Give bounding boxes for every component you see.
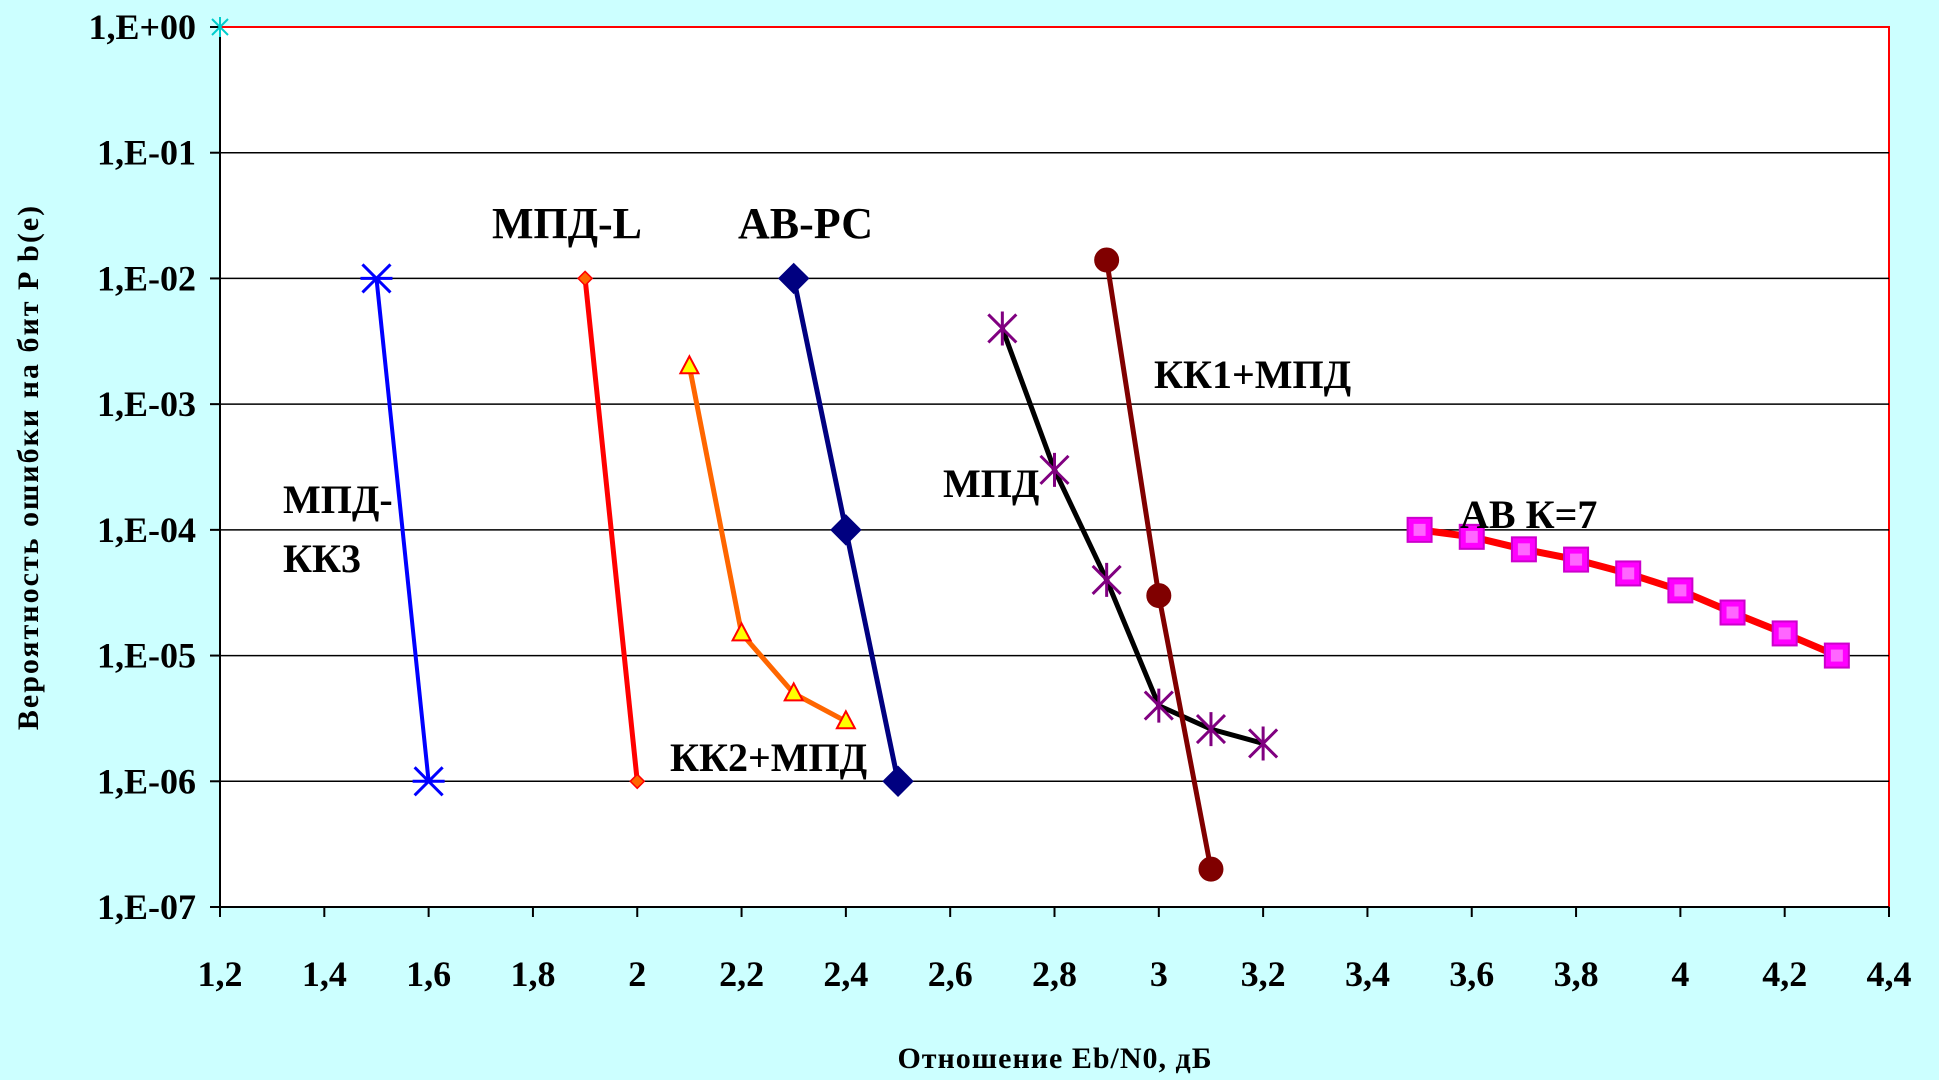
data-point-highlight	[1622, 567, 1635, 580]
data-point	[882, 765, 914, 797]
data-point	[1563, 546, 1590, 573]
y-tick-label: 1,E-03	[97, 384, 196, 424]
data-point-highlight	[1674, 584, 1687, 597]
data-point-highlight	[1570, 553, 1583, 566]
series-layer	[360, 247, 1850, 882]
x-tick-label: 3,4	[1345, 954, 1390, 994]
data-point	[1143, 688, 1174, 723]
series	[1094, 247, 1224, 882]
data-point	[1198, 856, 1224, 882]
x-tick-label: 2,6	[928, 954, 973, 994]
x-tick-label: 3	[1150, 954, 1168, 994]
series-label: МПД	[943, 461, 1039, 506]
data-point	[730, 621, 753, 642]
data-point	[1146, 583, 1172, 609]
series-line	[686, 365, 848, 724]
series-label: КК3	[283, 536, 361, 581]
x-tick-label: 3,8	[1554, 954, 1599, 994]
series	[577, 270, 646, 790]
data-point	[1458, 523, 1485, 550]
data-point	[629, 773, 646, 790]
series-label: МПД-	[283, 477, 393, 522]
series	[360, 263, 445, 797]
series	[987, 311, 1279, 761]
y-axis-title: Вероятность ошибки на бит P b(e)	[12, 204, 45, 730]
data-point	[1094, 247, 1120, 273]
series-label: КК2+МПД	[670, 735, 867, 780]
axes: 1,E+00 1,E-01 1,E-02 1,E-03 1,E-04 1,E-05 1,E-…	[88, 7, 1911, 994]
data-point	[1248, 726, 1279, 761]
data-point-highlight	[1413, 523, 1426, 536]
y-tick-label: 1,E-05	[97, 636, 196, 676]
data-point	[830, 514, 862, 546]
x-tick-label: 4,2	[1762, 954, 1807, 994]
x-tick-label: 2,8	[1032, 954, 1077, 994]
series	[1406, 516, 1850, 669]
data-point-highlight	[1726, 606, 1739, 619]
series	[778, 262, 914, 797]
series-label: КК1+МПД	[1154, 352, 1351, 397]
x-tick-label: 3,6	[1449, 954, 1494, 994]
x-tick-label: 1,6	[406, 954, 451, 994]
x-tick-label: 2,4	[823, 954, 868, 994]
series-line	[374, 278, 431, 782]
origin-marker	[211, 17, 229, 37]
data-point	[1039, 452, 1070, 487]
x-tick-label: 2	[628, 954, 646, 994]
data-point	[1195, 712, 1227, 747]
series-line	[582, 278, 640, 782]
x-tick-label: 2,2	[719, 954, 764, 994]
data-point	[1091, 562, 1122, 597]
data-point	[1510, 536, 1537, 563]
series-line	[999, 327, 1264, 746]
data-point	[783, 681, 805, 702]
x-tick-label: 1,8	[510, 954, 555, 994]
series-label: МПД-L	[492, 199, 642, 248]
data-point-highlight	[1517, 543, 1530, 556]
y-tick-label: 1,E-01	[97, 133, 196, 173]
data-point-highlight	[1778, 627, 1791, 640]
y-tick-label: 1,E-07	[97, 887, 196, 927]
x-tick-label: 1,4	[302, 954, 347, 994]
labels-layer: МПД- КК3 МПД-L КК2+МПД АВ-РС МПД КК1+МПД АВ К=7	[283, 199, 1597, 780]
series-label: АВ К=7	[1460, 492, 1597, 537]
data-point	[987, 311, 1018, 346]
data-point-highlight	[1830, 649, 1843, 662]
y-tick-label: 1,E+00	[88, 7, 196, 47]
data-point	[778, 262, 810, 295]
x-tick-label: 3,2	[1241, 954, 1286, 994]
data-point	[678, 354, 701, 375]
x-tick-label: 4	[1671, 954, 1689, 994]
data-point	[835, 709, 857, 730]
data-point	[360, 263, 393, 294]
data-point	[412, 766, 445, 797]
data-point-highlight	[1465, 530, 1478, 543]
grid	[220, 151, 1889, 783]
data-point	[577, 270, 594, 287]
x-tick-label: 1,2	[198, 954, 243, 994]
x-tick-label: 4,4	[1867, 954, 1912, 994]
y-tick-label: 1,E-06	[97, 761, 196, 801]
series	[678, 354, 857, 730]
x-axis-title: Отношение Eb/N0, дБ	[897, 1042, 1212, 1075]
y-tick-label: 1,E-04	[97, 510, 196, 550]
y-tick-label: 1,E-02	[97, 258, 196, 298]
series-label: АВ-РС	[738, 199, 873, 248]
